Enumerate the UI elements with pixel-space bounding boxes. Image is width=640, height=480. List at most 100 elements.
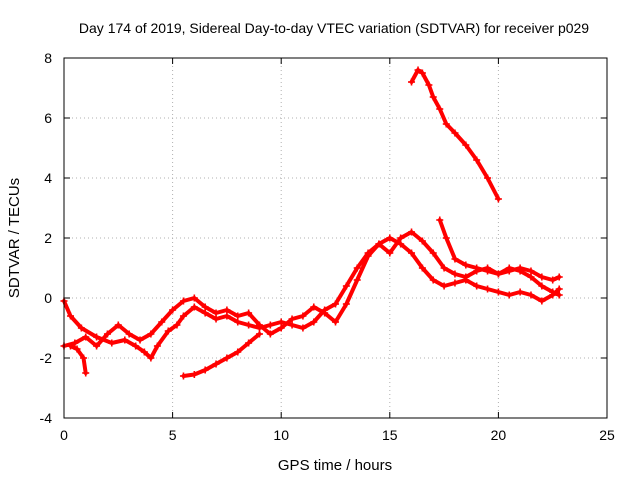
data-point — [442, 234, 450, 242]
y-axis-label: SDTVAR / TECUs — [6, 178, 23, 298]
data-point — [527, 273, 535, 281]
data-point — [505, 291, 513, 299]
data-point — [310, 303, 318, 311]
data-point — [408, 249, 416, 257]
data-point — [179, 297, 187, 305]
series-track-a — [60, 234, 563, 362]
data-point — [103, 330, 111, 338]
data-point — [414, 66, 422, 74]
data-point — [342, 282, 350, 290]
data-point — [147, 354, 155, 362]
x-axis-label: GPS time / hours — [278, 457, 392, 474]
data-point — [429, 276, 437, 284]
x-tick-label: 0 — [60, 427, 68, 443]
data-point — [245, 309, 253, 317]
data-point — [516, 267, 524, 275]
series-track-d — [67, 342, 90, 377]
data-point — [527, 267, 535, 275]
data-point — [223, 354, 231, 362]
data-point — [549, 276, 557, 284]
series-track-c — [179, 330, 263, 380]
data-point — [255, 330, 263, 338]
data-point — [212, 360, 220, 368]
data-point — [234, 312, 242, 320]
data-point — [266, 321, 274, 329]
data-point — [288, 321, 296, 329]
data-point — [440, 264, 448, 272]
data-point — [245, 339, 253, 347]
data-point — [353, 264, 361, 272]
data-point — [418, 69, 426, 77]
data-point — [201, 303, 209, 311]
chart-title: Day 174 of 2019, Sidereal Day-to-day VTE… — [79, 20, 589, 36]
data-point — [223, 306, 231, 314]
data-point — [462, 141, 470, 149]
data-point — [201, 309, 209, 317]
data-point — [555, 273, 563, 281]
y-tick-label: -2 — [40, 350, 53, 366]
y-tick-label: 6 — [44, 110, 52, 126]
data-point — [451, 255, 459, 263]
data-point — [82, 369, 90, 377]
data-point — [299, 324, 307, 332]
data-point — [436, 105, 444, 113]
data-point — [418, 237, 426, 245]
data-point — [234, 348, 242, 356]
data-point — [108, 339, 116, 347]
data-point — [473, 264, 481, 272]
y-tick-label: 8 — [44, 50, 52, 66]
data-point — [494, 270, 502, 278]
data-point — [93, 333, 101, 341]
y-tick-label: 4 — [44, 170, 52, 186]
y-tick-label: 0 — [44, 290, 52, 306]
x-tick-label: 20 — [491, 427, 507, 443]
data-point — [442, 120, 450, 128]
x-tick-label: 25 — [599, 427, 615, 443]
data-point — [179, 372, 187, 380]
data-point — [164, 327, 172, 335]
data-point — [288, 315, 296, 323]
data-point — [425, 81, 433, 89]
data-point — [505, 264, 513, 272]
data-point — [484, 285, 492, 293]
data-point — [555, 291, 563, 299]
data-point — [223, 312, 231, 320]
series-track-f — [408, 66, 502, 203]
data-point — [310, 318, 318, 326]
data-point — [93, 342, 101, 350]
data-point — [212, 315, 220, 323]
data-point — [429, 249, 437, 257]
data-point — [190, 294, 198, 302]
data-point — [277, 324, 285, 332]
data-point — [538, 297, 546, 305]
data-point — [342, 300, 350, 308]
data-point — [67, 312, 75, 320]
data-point — [179, 312, 187, 320]
series-track-e — [436, 216, 563, 299]
data-point — [494, 288, 502, 296]
y-tick-label: -4 — [40, 410, 53, 426]
data-point — [169, 306, 177, 314]
data-point — [73, 345, 81, 353]
data-point — [299, 312, 307, 320]
data-point — [494, 195, 502, 203]
data-point — [451, 270, 459, 278]
data-point — [121, 336, 129, 344]
data-point — [158, 318, 166, 326]
data-point — [147, 330, 155, 338]
data-point — [462, 261, 470, 269]
data-point — [353, 276, 361, 284]
data-point — [364, 252, 372, 260]
data-point — [173, 321, 181, 329]
data-series — [60, 66, 563, 380]
data-point — [132, 342, 140, 350]
data-point — [140, 348, 148, 356]
plot-frame — [63, 57, 608, 419]
data-point — [153, 342, 161, 350]
data-point — [473, 156, 481, 164]
data-point — [538, 282, 546, 290]
y-tick-label: 2 — [44, 230, 52, 246]
data-point — [80, 354, 88, 362]
x-tick-label: 15 — [382, 427, 398, 443]
